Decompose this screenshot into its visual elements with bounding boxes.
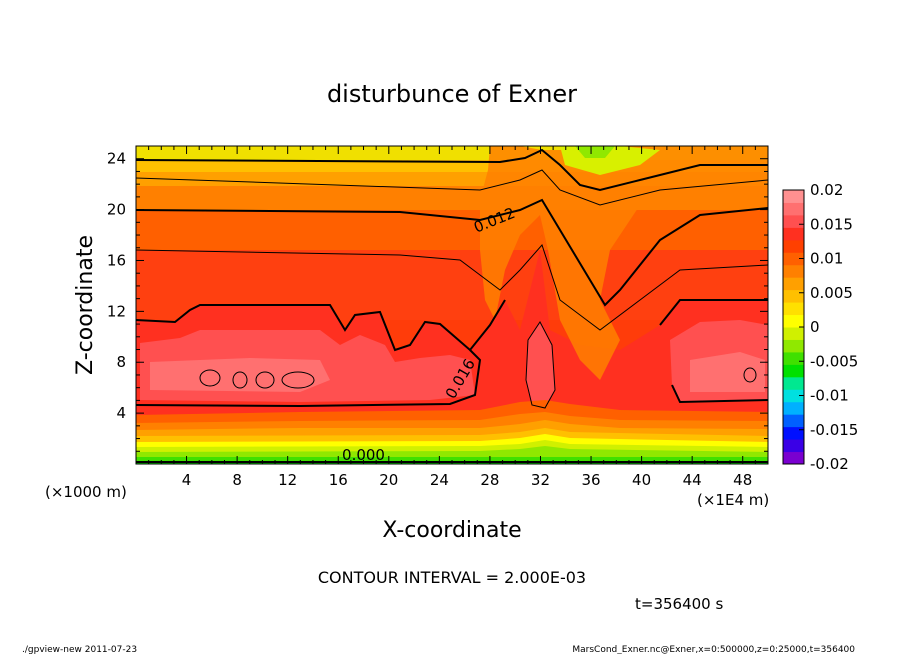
contour-blob-4 bbox=[281, 371, 315, 389]
contour-line-2 bbox=[136, 169, 768, 206]
colorbar-segment bbox=[783, 451, 804, 465]
colorbar-segment bbox=[783, 277, 804, 291]
contour-interval-text: CONTOUR INTERVAL = 2.000E-03 bbox=[318, 568, 586, 587]
colorbar-segment bbox=[783, 364, 804, 378]
x-tick-label: 20 bbox=[379, 471, 398, 489]
x-tick-label: 40 bbox=[632, 471, 651, 489]
contour-line-1 bbox=[136, 148, 768, 192]
y-tick-label: 4 bbox=[116, 404, 126, 422]
y-tick-label: 12 bbox=[107, 302, 126, 320]
colorbar-segment bbox=[783, 264, 804, 278]
colorbar-tick-label: 0 bbox=[810, 318, 820, 336]
x-tick-label: 44 bbox=[683, 471, 702, 489]
colorbar-segment bbox=[783, 327, 804, 340]
contour-line-0016-lower bbox=[136, 349, 482, 408]
x-tick-label: 48 bbox=[733, 471, 752, 489]
contour-label: 0.000 bbox=[342, 446, 385, 464]
colorbar-segment bbox=[783, 414, 804, 428]
colorbar-segment bbox=[783, 239, 804, 253]
colorbar-segment bbox=[783, 252, 804, 266]
x-tick-label: 28 bbox=[480, 471, 499, 489]
colorbar-tick-label: -0.01 bbox=[810, 387, 849, 405]
colorbar-segment bbox=[783, 190, 804, 203]
colorbar-tick-label: 0.015 bbox=[810, 215, 853, 233]
region-pink-center bbox=[526, 322, 555, 408]
colorbar-segment bbox=[783, 202, 804, 216]
colorbar-segment bbox=[783, 214, 804, 228]
contour-line-0016-upper-right bbox=[659, 299, 768, 326]
colorbar-segment bbox=[783, 289, 804, 303]
plot-area bbox=[136, 146, 768, 464]
region-pink-light bbox=[150, 358, 330, 392]
x-tick-label: 32 bbox=[531, 471, 550, 489]
time-text: t=356400 s bbox=[635, 595, 723, 613]
region-trough bbox=[480, 146, 768, 380]
x-tick-label: 4 bbox=[182, 471, 192, 489]
colorbar-segment bbox=[783, 376, 804, 390]
colorbar-segment bbox=[783, 339, 804, 353]
colorbar-ticks: 0.02 0.015 0.01 0.005 0 -0.005 -0.01 -0.015 -0.0… bbox=[799, 181, 858, 473]
colorbar-tick-label: -0.02 bbox=[810, 455, 849, 473]
y-axis-title: Z-coordinate bbox=[73, 235, 98, 375]
colorbar-segment bbox=[783, 401, 804, 415]
chart-title: disturbunce of Exner bbox=[327, 80, 577, 108]
contour-line-0016-lower-right bbox=[671, 384, 768, 404]
y-tick-label: 20 bbox=[107, 201, 126, 219]
contour-blob-1 bbox=[199, 369, 221, 387]
colorbar-segment bbox=[783, 351, 804, 365]
colorbar-segment bbox=[783, 426, 804, 440]
contour-line-center-loop bbox=[525, 321, 556, 409]
contour-blob-2 bbox=[232, 371, 248, 389]
footer-left: ./gpview-new 2011-07-23 bbox=[22, 645, 137, 654]
x-axis-title: X-coordinate bbox=[382, 518, 521, 543]
colorbar-tick-label: 0.02 bbox=[810, 181, 843, 199]
x-unit-left: (×1000 m) bbox=[45, 483, 127, 501]
x-tick-label: 24 bbox=[430, 471, 449, 489]
colorbar-tick-label: -0.005 bbox=[810, 352, 858, 370]
colorbar-segment bbox=[783, 227, 804, 241]
x-tick-label: 12 bbox=[278, 471, 297, 489]
colorbar-tick-label: 0.01 bbox=[810, 250, 843, 268]
colorbar-segment bbox=[783, 302, 804, 316]
x-unit-right: (×1E4 m) bbox=[697, 491, 769, 509]
y-axis-ticks: 4 8 12 16 20 24 bbox=[107, 150, 768, 452]
x-axis-ticks: 4 8 12 16 20 24 28 32 36 40 44 48 bbox=[148, 146, 756, 489]
x-tick-label: 36 bbox=[581, 471, 600, 489]
colorbar-segment bbox=[783, 439, 804, 453]
colorbar-tick-label: -0.015 bbox=[810, 421, 858, 439]
region-green-top bbox=[575, 146, 615, 158]
x-tick-label: 16 bbox=[329, 471, 348, 489]
x-tick-label: 8 bbox=[232, 471, 242, 489]
band-orange-red bbox=[136, 210, 768, 250]
footer-right: MarsCond_Exner.nc@Exner,x=0:500000,z=0:2… bbox=[572, 645, 855, 654]
y-tick-label: 24 bbox=[107, 150, 126, 168]
colorbar-segment bbox=[783, 314, 804, 328]
contour-line-0012 bbox=[136, 198, 768, 307]
colorbar bbox=[783, 190, 804, 465]
contour-blob-5 bbox=[743, 367, 757, 383]
colorbar-segment bbox=[783, 389, 804, 403]
contour-line-0016-upper bbox=[136, 299, 506, 352]
y-tick-label: 8 bbox=[116, 353, 126, 371]
colorbar-tick-label: 0.005 bbox=[810, 284, 853, 302]
contour-line-3 bbox=[136, 244, 768, 331]
contour-blob-3 bbox=[255, 371, 275, 389]
region-pink-light-right bbox=[690, 352, 765, 392]
y-tick-label: 16 bbox=[107, 251, 126, 269]
